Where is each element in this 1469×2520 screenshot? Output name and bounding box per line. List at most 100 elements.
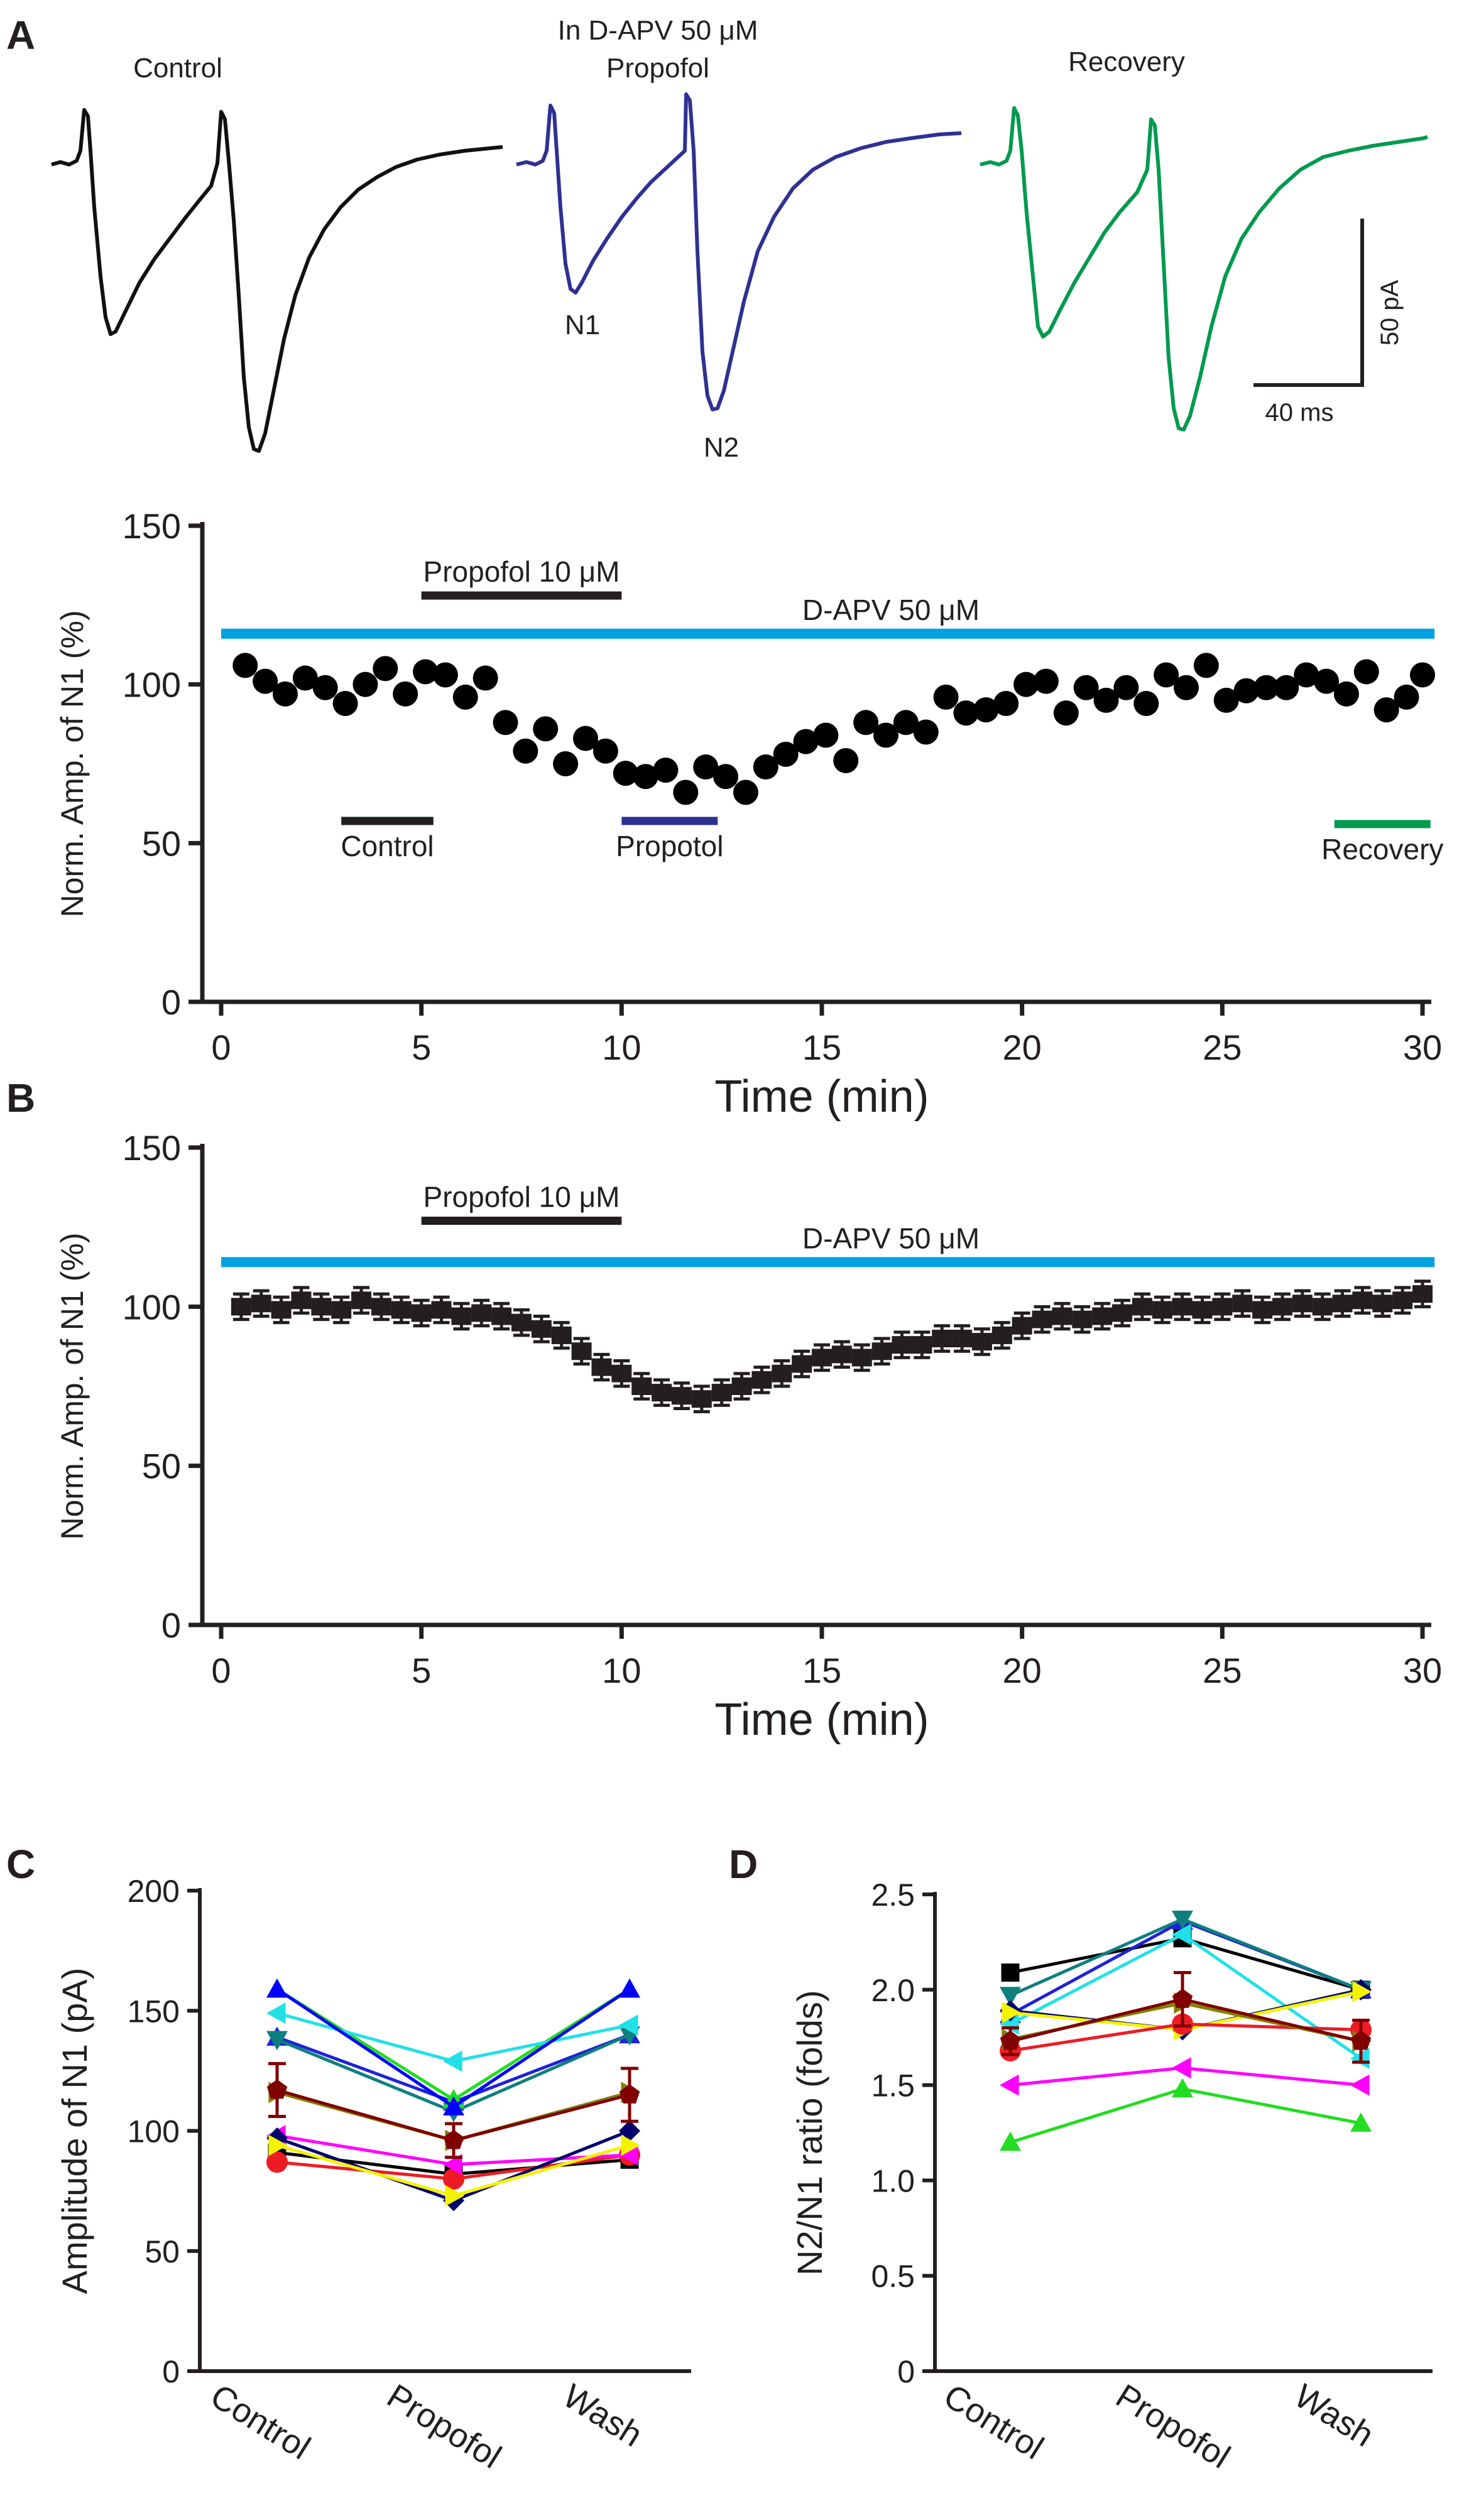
c-marker-circle: [443, 2168, 464, 2190]
b-data-point: [691, 1390, 712, 1408]
a-x-tick-label: 30: [1403, 1028, 1442, 1067]
b-data-point: [671, 1387, 692, 1405]
a-y-tick-label: 100: [123, 665, 181, 705]
a-data-point: [253, 668, 278, 694]
a-data-point: [1410, 662, 1435, 688]
a-data-point: [1294, 662, 1319, 688]
b-data-point: [391, 1301, 412, 1319]
c-marker-pentagon: [266, 2079, 288, 2099]
b-data-point: [1072, 1310, 1093, 1328]
b-data-point: [812, 1349, 832, 1367]
d-marker-triangle-up: [1172, 2078, 1193, 2098]
trace-propofol-label-2: Propofol: [606, 53, 709, 84]
c-marker-triangle-left: [619, 2144, 638, 2166]
trace-control-label: Control: [133, 53, 222, 84]
a-data-point: [1093, 687, 1119, 713]
b-data-point: [731, 1377, 752, 1395]
scale-bar-y-label: 50 pA: [1376, 280, 1404, 345]
d-category-label: Propofol: [1110, 2377, 1237, 2475]
a-data-point: [1373, 697, 1399, 723]
a-data-point: [232, 653, 258, 678]
b-data-point: [1152, 1301, 1172, 1319]
a-data-point: [292, 665, 318, 691]
b-data-point: [251, 1295, 271, 1313]
a-data-point: [693, 754, 719, 780]
a-data-point: [1013, 671, 1039, 697]
b-data-point: [1172, 1298, 1193, 1316]
b-data-point: [991, 1326, 1012, 1344]
b-data-point: [1212, 1298, 1233, 1316]
d-category-label: Control: [937, 2377, 1050, 2467]
b-data-point: [912, 1336, 932, 1354]
c-marker-triangle-right: [445, 2185, 464, 2207]
a-data-point: [1233, 678, 1259, 703]
a-data-point: [1113, 675, 1139, 700]
b-data-point: [1392, 1291, 1413, 1310]
a-data-point: [953, 700, 979, 726]
a-data-point: [633, 764, 658, 790]
b-data-point: [1352, 1291, 1373, 1310]
a-data-point: [1394, 684, 1419, 710]
a-data-point: [793, 729, 819, 754]
b-data-point: [611, 1364, 632, 1382]
b-data-point: [1032, 1310, 1052, 1328]
ratio-chart: 0 0.5 1.0 1.5 2.0 2.5 Control Propofol Wash N2/N1…: [790, 1877, 1433, 2476]
b-data-point: [1332, 1295, 1353, 1313]
a-bar-label-propofol: Propofol 10 μM: [423, 555, 620, 588]
trace-propofol: [516, 92, 962, 411]
d-y-tick-label: 0.5: [871, 2259, 915, 2294]
c-y-tick-label: 100: [128, 2114, 180, 2149]
b-data-point: [1132, 1298, 1152, 1316]
c-category-label: Wash: [557, 2377, 649, 2454]
b-data-point: [511, 1313, 532, 1332]
d-category-label: Wash: [1288, 2377, 1380, 2454]
b-data-point: [351, 1291, 372, 1310]
a-data-point: [993, 690, 1019, 716]
c-marker-diamond: [619, 2120, 640, 2142]
a-data-point: [332, 690, 358, 716]
b-y-tick-label: 100: [123, 1287, 181, 1327]
b-data-point: [1272, 1298, 1292, 1316]
b-data-point: [751, 1371, 772, 1389]
trace-control: [51, 108, 503, 453]
a-data-point: [813, 722, 839, 748]
a-y-tick-label: 150: [123, 506, 181, 546]
b-data-point: [871, 1342, 892, 1360]
a-bar-label-recovery: Recovery: [1321, 833, 1443, 866]
a-data-point: [673, 779, 699, 805]
amplitude-chart: 0 50 100 150 200 Control Propofol Wash Amplitude…: [55, 1874, 691, 2476]
b-data-point: [531, 1320, 552, 1338]
d-marker-triangle-right: [1002, 2002, 1021, 2024]
b-data-point: [952, 1330, 973, 1347]
c-y-tick-label: 200: [128, 1874, 180, 1909]
c-marker-triangle-right: [621, 2134, 640, 2156]
c-series-line-green: [276, 1987, 631, 2102]
a-data-point: [1253, 675, 1279, 700]
d-y-axis-label: N2/N1 ratio (folds): [790, 1990, 829, 2275]
a-data-point: [1193, 653, 1219, 678]
a-x-tick-label: 10: [602, 1028, 641, 1067]
b-data-point: [932, 1330, 953, 1347]
a-data-point: [1133, 690, 1159, 716]
b-x-tick-label: 5: [412, 1651, 431, 1690]
a-data-point: [753, 754, 778, 780]
b-data-point: [792, 1355, 812, 1373]
a-data-point: [373, 656, 398, 682]
a-x-tick-label: 15: [802, 1028, 841, 1067]
trace-propofol-label-1: In D-APV 50 μM: [558, 15, 758, 46]
d-marker-triangle-down: [1172, 1910, 1193, 1930]
c-category-label: Control: [204, 2377, 317, 2467]
b-y-tick-label: 50: [142, 1447, 181, 1486]
a-data-point: [973, 697, 999, 723]
panel-a-label: A: [6, 13, 35, 58]
a-data-point: [773, 741, 799, 767]
trace-recovery-label: Recovery: [1068, 46, 1185, 77]
b-x-tick-label: 20: [1003, 1651, 1042, 1690]
a-x-tick-label: 5: [412, 1028, 431, 1067]
c-marker-triangle-left: [443, 2154, 462, 2176]
a-data-point: [713, 764, 739, 790]
b-data-point: [1372, 1295, 1393, 1313]
a-data-point: [833, 747, 859, 773]
b-data-point: [1232, 1295, 1253, 1313]
